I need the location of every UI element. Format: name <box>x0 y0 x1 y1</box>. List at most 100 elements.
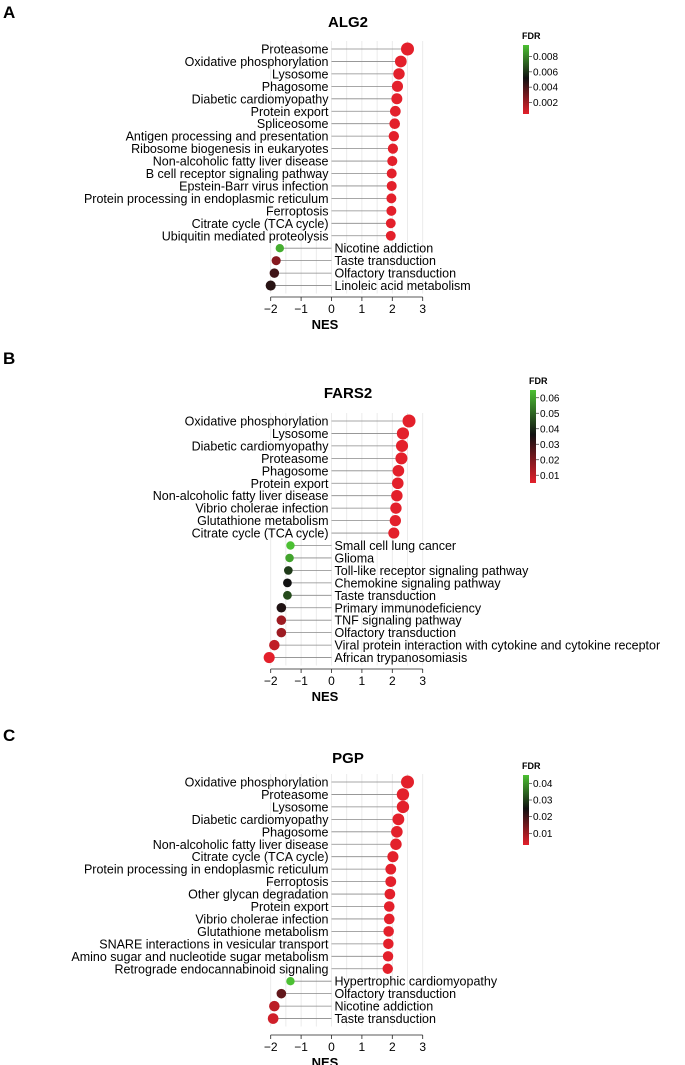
term-dot <box>386 180 397 191</box>
x-axis-title: NES <box>312 689 339 704</box>
term-dot <box>389 105 401 117</box>
term-label: SNARE interactions in vesicular transpor… <box>99 937 329 951</box>
term-dot <box>401 775 414 789</box>
term-dot <box>391 826 403 838</box>
term-dot <box>386 205 397 216</box>
term-dot <box>283 578 292 588</box>
term-dot <box>389 118 401 129</box>
term-label: Protein processing in endoplasmic reticu… <box>84 192 329 206</box>
term-label: Taste transduction <box>335 589 436 603</box>
legend-colorbar <box>523 45 529 114</box>
term-label: Phagosome <box>262 80 329 94</box>
panel-b: B FARS2 Oxidative phosphorylationLysosom… <box>3 349 660 704</box>
term-label: Epstein-Barr virus infection <box>179 179 328 193</box>
term-dot <box>269 639 280 651</box>
term-label: Ferroptosis <box>266 204 329 218</box>
x-tick-label: −2 <box>264 1040 278 1054</box>
term-label: Other glycan degradation <box>188 888 328 902</box>
term-dot <box>275 244 285 253</box>
term-dot <box>388 130 400 142</box>
legend-tick-label: 0.06 <box>540 393 560 404</box>
term-dot <box>265 280 276 291</box>
term-dot <box>396 788 410 801</box>
term-dot <box>390 838 402 850</box>
term-dot <box>383 938 394 950</box>
x-tick-label: 2 <box>389 674 396 688</box>
term-label: Olfactory transduction <box>335 987 457 1001</box>
term-label: Citrate cycle (TCA cycle) <box>192 527 329 541</box>
legend-tick-label: 0.01 <box>540 471 560 482</box>
term-label: Ubiquitin mediated proteolysis <box>162 229 329 243</box>
term-dot <box>382 951 394 962</box>
term-label: Oxidative phosphorylation <box>185 415 329 429</box>
x-tick-label: 3 <box>419 1040 426 1054</box>
legend-tick-label: 0.002 <box>533 98 558 109</box>
term-dot <box>391 80 404 92</box>
panel-letter: A <box>3 3 15 22</box>
term-label: Non-alcoholic fatty liver disease <box>153 838 329 852</box>
term-label: Nicotine addiction <box>335 1000 434 1014</box>
legend-tick-label: 0.01 <box>533 829 553 840</box>
term-label: Nicotine addiction <box>335 242 434 256</box>
term-dot <box>392 464 405 477</box>
term-label: Protein export <box>251 477 329 491</box>
term-label: Ferroptosis <box>266 875 329 889</box>
legend-tick-label: 0.02 <box>533 812 553 823</box>
term-label: Diabetic cardiomyopathy <box>192 439 330 453</box>
legend-tick-label: 0.02 <box>540 455 560 466</box>
term-label: Retrograde endocannabinoid signaling <box>114 962 328 976</box>
panel-letter: C <box>3 726 15 745</box>
term-label: Chemokine signaling pathway <box>335 576 502 590</box>
term-dot <box>393 68 405 80</box>
term-label: Antigen processing and presentation <box>126 130 329 144</box>
term-dot <box>276 602 287 613</box>
legend-tick-label: 0.04 <box>540 424 560 435</box>
term-dot <box>392 813 405 826</box>
x-tick-label: 2 <box>389 1040 396 1054</box>
term-dot <box>386 193 397 204</box>
legend-tick-label: 0.03 <box>540 440 560 451</box>
term-label: Ribosome biogenesis in eukaryotes <box>131 142 328 156</box>
term-label: B cell receptor signaling pathway <box>146 167 329 181</box>
term-dot <box>396 427 410 440</box>
term-dot <box>286 541 295 550</box>
term-dot <box>383 926 394 937</box>
legend-title: FDR <box>522 31 541 41</box>
term-dot <box>387 851 399 863</box>
x-tick-label: −1 <box>294 674 308 688</box>
term-label: Taste transduction <box>335 1012 436 1026</box>
legend-tick-label: 0.03 <box>533 796 553 807</box>
legend-tick-label: 0.004 <box>533 83 558 94</box>
term-dot <box>386 168 397 179</box>
term-dot <box>390 502 402 514</box>
term-label: Citrate cycle (TCA cycle) <box>192 217 329 231</box>
term-label: Glutathione metabolism <box>197 514 328 528</box>
term-label: Glutathione metabolism <box>197 925 328 939</box>
x-tick-label: −2 <box>264 674 278 688</box>
term-dot <box>394 55 407 68</box>
term-label: Vibrio cholerae infection <box>195 912 328 926</box>
term-dot <box>385 218 396 229</box>
term-dot <box>271 256 281 266</box>
chart-title: FARS2 <box>324 385 372 402</box>
term-label: Primary immunodeficiency <box>335 601 482 615</box>
term-dot <box>389 514 401 527</box>
term-label: Oxidative phosphorylation <box>185 776 329 790</box>
term-dot <box>387 143 399 154</box>
term-dot <box>285 553 294 563</box>
x-tick-label: 3 <box>419 674 426 688</box>
term-label: Olfactory transduction <box>335 626 457 640</box>
chart-title: ALG2 <box>328 14 368 31</box>
term-dot <box>269 1000 280 1012</box>
x-axis-title: NES <box>312 1055 339 1065</box>
term-dot <box>387 155 398 167</box>
term-dot <box>276 627 287 638</box>
term-label: Non-alcoholic fatty liver disease <box>153 155 329 169</box>
term-label: Lysosome <box>272 800 329 814</box>
term-dot <box>267 1013 279 1024</box>
term-dot <box>276 988 287 999</box>
legend-title: FDR <box>522 761 541 771</box>
term-label: Protein processing in endoplasmic reticu… <box>84 863 329 877</box>
